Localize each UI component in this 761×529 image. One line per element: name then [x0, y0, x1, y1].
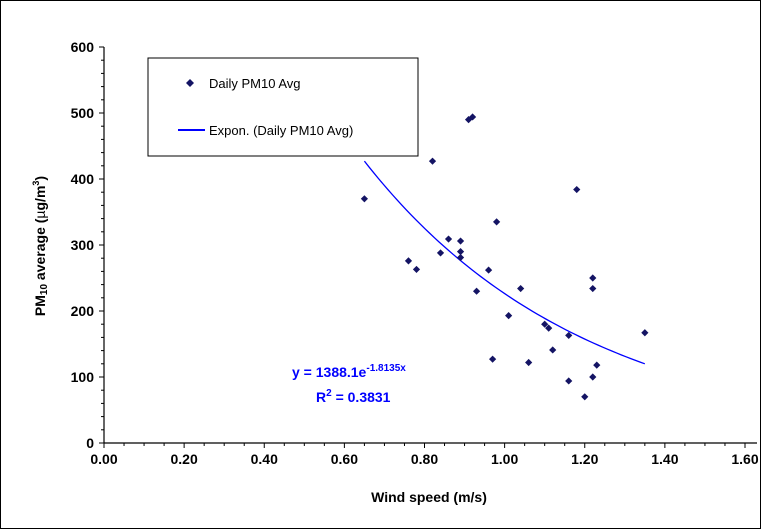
- r-squared-prefix: R: [316, 389, 326, 405]
- data-point: [641, 329, 649, 337]
- y-axis-title-sup: 3: [31, 181, 41, 186]
- y-tick-label: 0: [86, 435, 94, 451]
- x-tick-label: 1.60: [731, 451, 758, 467]
- data-point: [581, 393, 589, 401]
- trendline-equation-exponent: -1.8135x: [366, 363, 406, 374]
- y-tick-label: 600: [71, 39, 95, 55]
- legend-box: [147, 57, 419, 157]
- y-tick-labels: 0 100 200 300 400 500 600: [71, 39, 95, 451]
- x-tick-label: 0.40: [251, 451, 278, 467]
- x-tick-label: 0.00: [90, 451, 117, 467]
- y-axis-title-mu: µ: [32, 211, 48, 219]
- x-tick-label: 0.60: [331, 451, 358, 467]
- data-point: [545, 324, 553, 332]
- y-tick-label: 500: [71, 105, 95, 121]
- y-axis-title-unit: g/m: [32, 186, 48, 211]
- data-point: [589, 373, 597, 381]
- data-point: [565, 331, 573, 340]
- data-point: [493, 218, 501, 226]
- data-point: [456, 237, 465, 245]
- legend: Daily PM10 Avg Expon. (Daily PM10 Avg): [147, 57, 419, 157]
- data-point: [485, 266, 493, 274]
- data-point: [468, 113, 477, 121]
- x-tick-label: 1.20: [571, 451, 598, 467]
- legend-marker-daily-pm10: [186, 79, 194, 87]
- y-tick-label: 100: [71, 369, 95, 385]
- data-point: [565, 377, 573, 385]
- data-point: [489, 355, 497, 363]
- y-axis-title-rest: average (: [32, 218, 48, 284]
- x-tick-label: 0.20: [171, 451, 198, 467]
- data-point: [456, 253, 465, 262]
- y-tick-label: 200: [71, 303, 95, 319]
- r-squared-sup: 2: [326, 388, 332, 399]
- data-point: [593, 361, 601, 369]
- r-squared-value: = 0.3831: [332, 389, 391, 405]
- y-axis-title-main: PM: [32, 295, 48, 316]
- data-point: [412, 265, 421, 274]
- x-tick-labels: 0.00 0.20 0.40 0.60 0.80 1.00 1.20 1.40 1.60: [90, 451, 758, 467]
- y-axis-title: PM10 average (µg/m3): [31, 176, 50, 316]
- exponential-trendline: [363, 160, 646, 365]
- data-point: [456, 248, 465, 256]
- data-point: [549, 346, 557, 354]
- y-axis-title-sub: 10: [39, 284, 50, 296]
- data-point: [444, 235, 453, 243]
- data-point: [505, 312, 513, 320]
- x-tick-label: 1.00: [491, 451, 518, 467]
- x-axis-title: Wind speed (m/s): [371, 489, 487, 505]
- x-tick-label: 0.80: [411, 451, 438, 467]
- legend-label-trendline: Expon. (Daily PM10 Avg): [209, 123, 353, 138]
- data-point: [589, 274, 597, 282]
- data-point: [525, 358, 533, 367]
- data-point: [464, 116, 473, 124]
- data-point: [360, 195, 369, 203]
- trendline-r-squared: R2 = 0.3831: [316, 388, 391, 405]
- data-point: [404, 257, 413, 265]
- y-tick-label: 300: [71, 237, 95, 253]
- x-tick-label: 1.40: [651, 451, 678, 467]
- legend-label-daily-pm10: Daily PM10 Avg: [209, 76, 301, 91]
- data-point: [472, 287, 481, 295]
- data-points: [360, 113, 649, 401]
- data-point: [517, 284, 525, 293]
- y-axis-title-close: ): [32, 176, 48, 181]
- trendline-equation-base: y = 1388.1e: [292, 364, 367, 380]
- data-point: [541, 320, 549, 328]
- data-point: [589, 284, 597, 293]
- data-point: [573, 185, 581, 194]
- data-point: [436, 249, 445, 257]
- trendline-equation: y = 1388.1e-1.8135x: [292, 363, 406, 380]
- y-tick-label: 400: [71, 171, 95, 187]
- tick-marks: [99, 46, 746, 448]
- data-point: [428, 157, 437, 165]
